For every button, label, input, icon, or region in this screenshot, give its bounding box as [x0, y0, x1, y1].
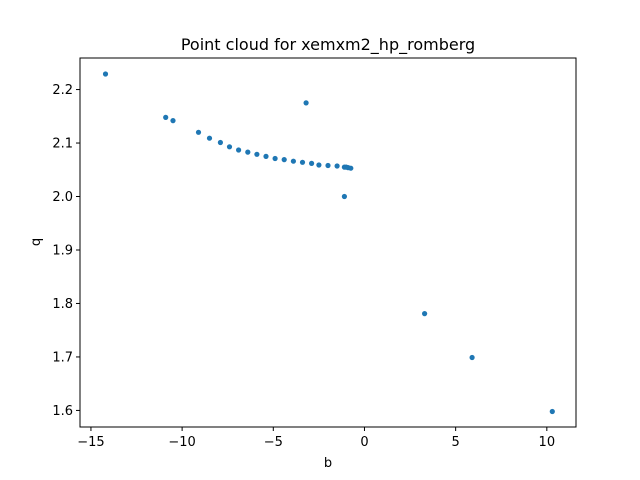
data-point — [334, 163, 340, 169]
chart-title: Point cloud for xemxm2_hp_romberg — [181, 35, 475, 55]
data-point — [236, 147, 242, 153]
data-point — [303, 100, 309, 106]
data-point — [245, 149, 251, 155]
data-point — [549, 408, 555, 415]
x-tick-label: 5 — [452, 435, 460, 450]
x-tick-label: −10 — [168, 435, 195, 450]
plot-frame — [79, 57, 577, 428]
data-point — [102, 71, 109, 77]
y-tick-label: 2.0 — [52, 190, 73, 205]
data-point — [254, 151, 260, 157]
data-point — [170, 118, 176, 124]
data-point — [469, 354, 475, 361]
data-point — [341, 193, 347, 200]
data-point — [163, 114, 169, 120]
y-tick-label: 2.1 — [52, 137, 73, 152]
x-axis-ticks: −15 −10 −5 0 5 10 — [77, 427, 555, 450]
y-tick-label: 1.6 — [52, 404, 73, 419]
data-point — [226, 144, 233, 150]
data-point — [422, 311, 428, 317]
data-point — [348, 165, 354, 171]
y-axis-ticks: 1.6 1.7 1.8 1.9 2.0 2.1 2.2 — [52, 83, 80, 419]
y-tick-label: 1.9 — [52, 243, 73, 258]
data-points — [102, 71, 555, 415]
x-tick-label: 0 — [360, 435, 368, 450]
x-tick-label: −15 — [77, 435, 104, 450]
x-tick-label: −5 — [264, 435, 283, 450]
data-point — [299, 159, 306, 165]
y-tick-label: 2.2 — [52, 83, 73, 98]
data-point — [195, 129, 202, 135]
data-point — [217, 139, 223, 146]
data-point — [309, 160, 315, 166]
y-tick-label: 1.7 — [52, 350, 73, 365]
data-point — [316, 162, 322, 168]
y-axis-label: q — [29, 238, 44, 246]
x-tick-label: 10 — [539, 435, 556, 450]
x-axis-label: b — [324, 456, 332, 471]
data-point — [325, 162, 331, 169]
data-point — [206, 135, 213, 141]
data-point — [281, 157, 287, 163]
data-point — [263, 153, 269, 159]
y-tick-label: 1.8 — [52, 297, 73, 312]
data-point — [272, 155, 278, 162]
data-point — [290, 158, 296, 164]
